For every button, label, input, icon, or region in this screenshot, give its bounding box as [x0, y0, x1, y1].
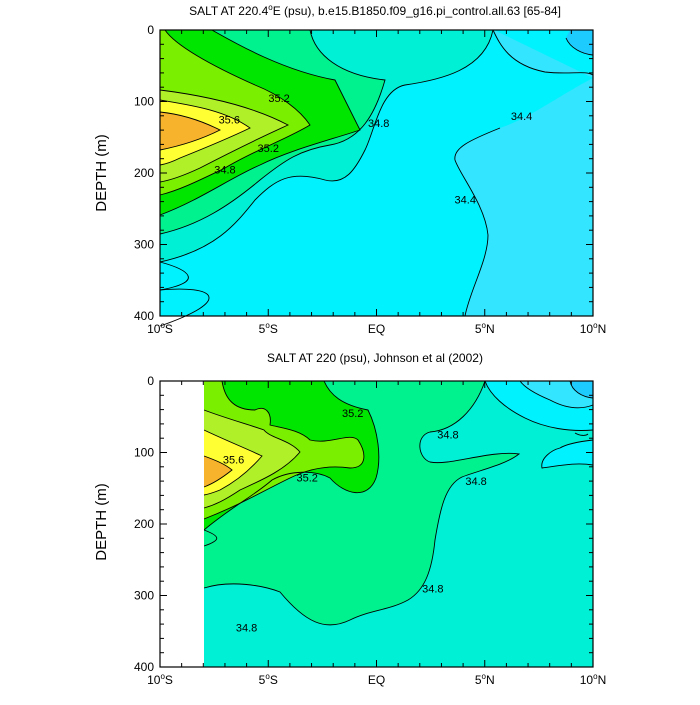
x-tick-label: 5oN [475, 321, 495, 336]
contour-line [565, 37, 594, 56]
contour-line [574, 432, 589, 436]
contour-label: 35.6 [223, 455, 244, 467]
x-tick-label: EQ [368, 673, 385, 687]
contour-line [519, 380, 594, 409]
contour-line [203, 429, 263, 496]
fill-deepsky [570, 381, 593, 398]
contour-line [569, 380, 594, 399]
contour-label: 35.2 [342, 408, 363, 420]
contour-line [159, 29, 311, 196]
contour-line [541, 439, 594, 469]
y-tick-label: 100 [134, 446, 154, 460]
contour-label: 34.8 [465, 476, 486, 488]
contour-line [203, 529, 218, 547]
x-tick-label: 5oN [475, 672, 495, 687]
contour-label: 34.4 [455, 194, 476, 206]
panel-title: SALT AT 220.4oE (psu), b.e15.B1850.f09_g… [189, 3, 561, 18]
contour-label: 34.8 [236, 623, 257, 635]
y-tick-label: 400 [134, 309, 154, 323]
contour-line [159, 29, 361, 216]
contour-line [159, 99, 251, 166]
x-tick-label: 10oN [580, 672, 606, 687]
x-tick-label: EQ [368, 322, 385, 336]
contour-line [159, 288, 210, 327]
x-tick-label: 10oS [147, 321, 173, 336]
fill-skyblue [454, 30, 593, 316]
x-tick-label: 5oS [259, 321, 278, 336]
contour-lines [159, 29, 594, 327]
contour-label: 35.2 [268, 93, 289, 105]
contour-line [492, 29, 594, 76]
contour-labels: 35.2 35.6 35.2 34.8 34.8 34.8 34.8 [223, 408, 487, 635]
salinity-fill-regions [204, 381, 593, 667]
contour-label: 34.8 [422, 583, 443, 595]
panel-model: SALT AT 220.4oE (psu), b.e15.B1850.f09_g… [93, 3, 606, 336]
contour-label: 35.2 [258, 143, 279, 155]
contour-label: 34.8 [214, 164, 235, 176]
x-tick-label: 10oS [147, 672, 173, 687]
missing-data-mask [160, 381, 204, 667]
y-tick-label: 0 [147, 23, 154, 37]
contour-label: 34.8 [368, 118, 389, 130]
x-tick-label: 10oN [580, 321, 606, 336]
contour-line [159, 29, 494, 263]
fill-orange [204, 456, 232, 487]
contour-line [203, 380, 380, 531]
y-tick-label: 300 [134, 238, 154, 252]
y-axis-label: DEPTH (m) [93, 483, 110, 561]
y-tick-label: 100 [134, 95, 154, 109]
salinity-fill-regions [160, 30, 593, 316]
contour-line [159, 111, 222, 151]
contour-line [484, 380, 594, 431]
contour-line [159, 261, 189, 291]
contour-line [203, 409, 301, 509]
contour-line [203, 455, 233, 488]
contour-lines [203, 380, 594, 626]
y-tick-label: 200 [134, 517, 154, 531]
contour-line [203, 380, 521, 626]
contour-label: 34.4 [511, 111, 532, 123]
contour-line [159, 29, 386, 235]
y-tick-label: 0 [147, 374, 154, 388]
y-tick-label: 200 [134, 166, 154, 180]
fill-orange [160, 112, 220, 150]
y-tick-label: 300 [134, 589, 154, 603]
y-axis-label: DEPTH (m) [93, 134, 110, 212]
y-tick-label: 400 [134, 660, 154, 674]
contour-line [159, 89, 290, 183]
x-tick-label: 5oS [259, 672, 278, 687]
contour-label: 35.6 [219, 114, 240, 126]
contour-line [454, 127, 501, 317]
panel-observations: SALT AT 220 (psu), Johnson et al (2002) … [93, 351, 606, 687]
contour-label: 35.2 [297, 473, 318, 485]
contour-label: 34.8 [437, 430, 458, 442]
panel-title: SALT AT 220 (psu), Johnson et al (2002) [267, 351, 483, 365]
contour-labels: 35.2 35.6 35.2 34.8 34.8 34.4 34.4 [214, 93, 532, 207]
contour-line [203, 380, 365, 520]
fill-deepsky [566, 30, 593, 55]
